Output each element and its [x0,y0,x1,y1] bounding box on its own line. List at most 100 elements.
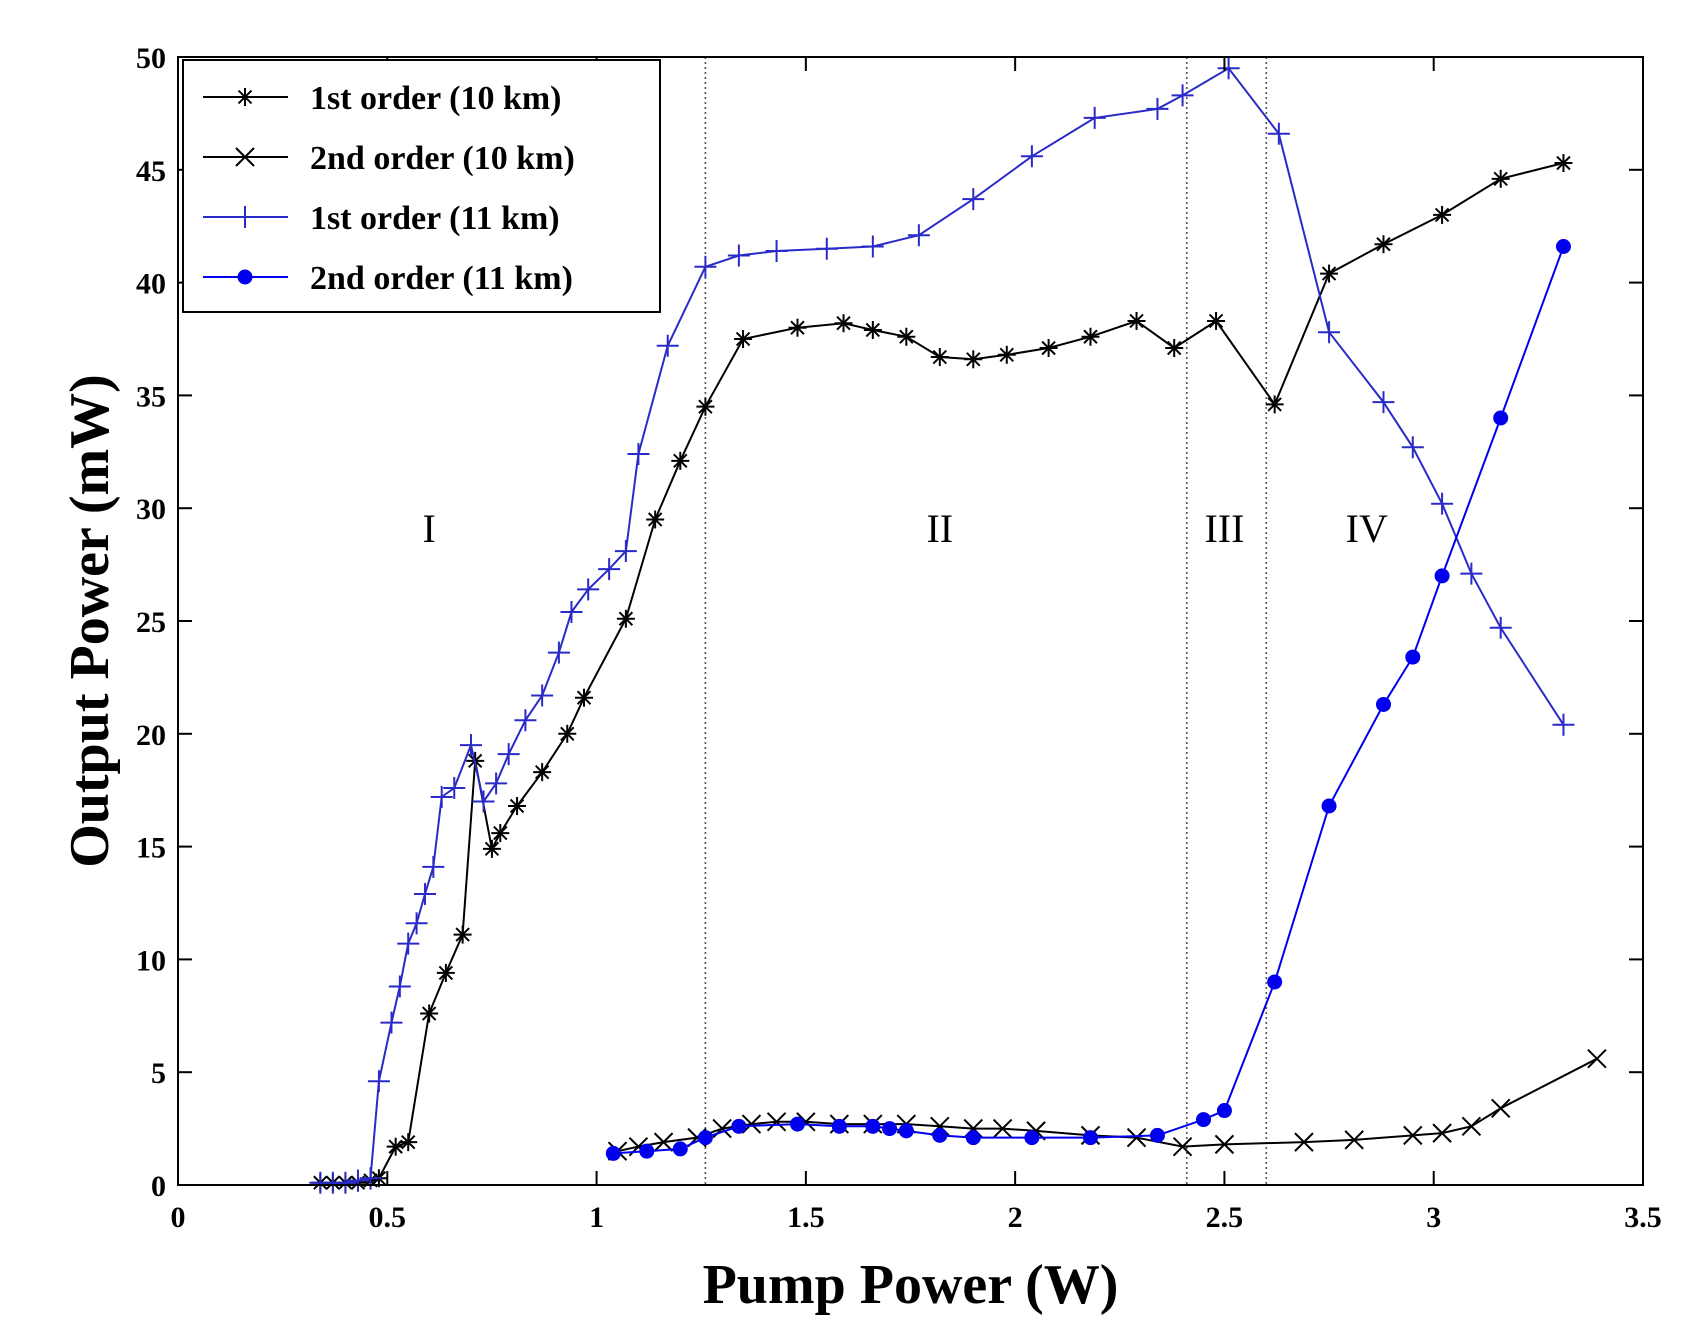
data-point [1405,649,1421,665]
data-point [1024,1130,1040,1146]
data-point [731,1118,747,1134]
data-point [1555,239,1571,255]
data-point [422,855,445,878]
y-tick-label: 40 [136,268,166,301]
data-point [235,147,255,167]
data-point [1493,410,1509,426]
y-tick-label: 5 [151,1057,166,1090]
data-point [430,785,453,808]
data-point [575,688,594,707]
data-point [1587,1048,1607,1069]
data-point [897,327,916,346]
data-point [533,763,552,782]
y-tick-label: 25 [136,606,166,639]
data-point [380,1011,403,1034]
data-point [1217,57,1240,80]
data-point [1146,97,1169,120]
y-tick-label: 0 [151,1170,166,1203]
x-tick-label: 1 [589,1201,604,1234]
y-axis-label: Output Power (mW) [59,374,121,868]
data-point [1126,1127,1147,1148]
data-point [765,240,788,263]
data-point [1375,696,1391,712]
data-point [1318,321,1341,344]
data-point [992,1118,1013,1139]
y-tick-label: 30 [136,493,166,526]
data-point [694,255,717,278]
data-point [236,88,254,106]
data-point [1403,1125,1423,1146]
data-point [1172,1136,1193,1157]
data-point [734,330,753,348]
region-label: IV [1346,506,1388,551]
data-point [1294,1132,1314,1152]
data-point [514,709,537,732]
data-point [614,540,637,563]
data-point [789,1116,805,1132]
data-point [1434,568,1450,584]
tick-labels: 0 0.5 1 1.5 2 2.5 3 3.5 0 5 10 15 20 25 30 35 40 45 50 [136,42,1662,1234]
data-point [547,641,570,664]
series-line [613,246,1565,1155]
data-point [388,975,411,998]
data-point [1552,713,1575,736]
data-point [334,1171,357,1194]
x-tick-label: 1.5 [787,1201,825,1234]
data-point [671,451,690,470]
data-point [598,558,621,581]
legend-item: 1st order (10 km) [203,80,562,117]
data-point [531,684,554,707]
series-4 [605,239,1571,1161]
data-point [497,743,520,766]
data-point [237,269,253,285]
data-point [882,1121,898,1137]
x-tick-label: 0.5 [369,1201,407,1234]
legend-item: 2nd order (10 km) [203,140,575,177]
data-point [1081,327,1100,346]
data-point [898,1123,914,1139]
x-tick-label: 3 [1426,1201,1441,1234]
series-line [617,1057,1598,1153]
data-point [1401,436,1424,459]
data-point [1490,1098,1511,1119]
data-point [1165,339,1184,358]
data-point [1461,1116,1482,1137]
x-axis-label: Pump Power (W) [703,1254,1119,1316]
data-point [346,1169,369,1192]
data-point [491,824,510,843]
data-point [485,772,508,795]
data-point [1039,339,1058,358]
data-point [420,1004,439,1023]
data-point [1216,1103,1232,1119]
data-point [386,1137,405,1156]
data-point [1431,492,1454,515]
data-point [1374,235,1393,254]
legend-box [182,59,661,313]
region-label: II [926,506,953,551]
data-point [656,334,679,357]
y-tick-label: 45 [136,155,166,188]
data-point [834,314,853,333]
data-point [453,925,472,944]
data-point [436,963,455,982]
data-point [472,790,495,813]
series-3 [309,57,1575,1194]
data-point [1083,106,1106,129]
data-point [930,348,949,367]
x-tick-label: 2 [1008,1201,1023,1234]
data-point [964,350,983,369]
region-boundaries [704,57,1268,1185]
x-tick-label: 0 [171,1201,186,1234]
data-point [234,206,256,228]
data-point [646,510,665,529]
data-point [865,1118,881,1134]
legend: 1st order (10 km) 2nd order (10 km) 1st or… [182,59,661,313]
data-point [672,1141,688,1157]
data-point [405,912,428,935]
data-point [1265,395,1284,414]
data-point [1082,1130,1098,1146]
legend-label: 1st order (10 km) [310,80,562,117]
data-point [1149,1127,1165,1143]
data-point [831,1118,847,1134]
